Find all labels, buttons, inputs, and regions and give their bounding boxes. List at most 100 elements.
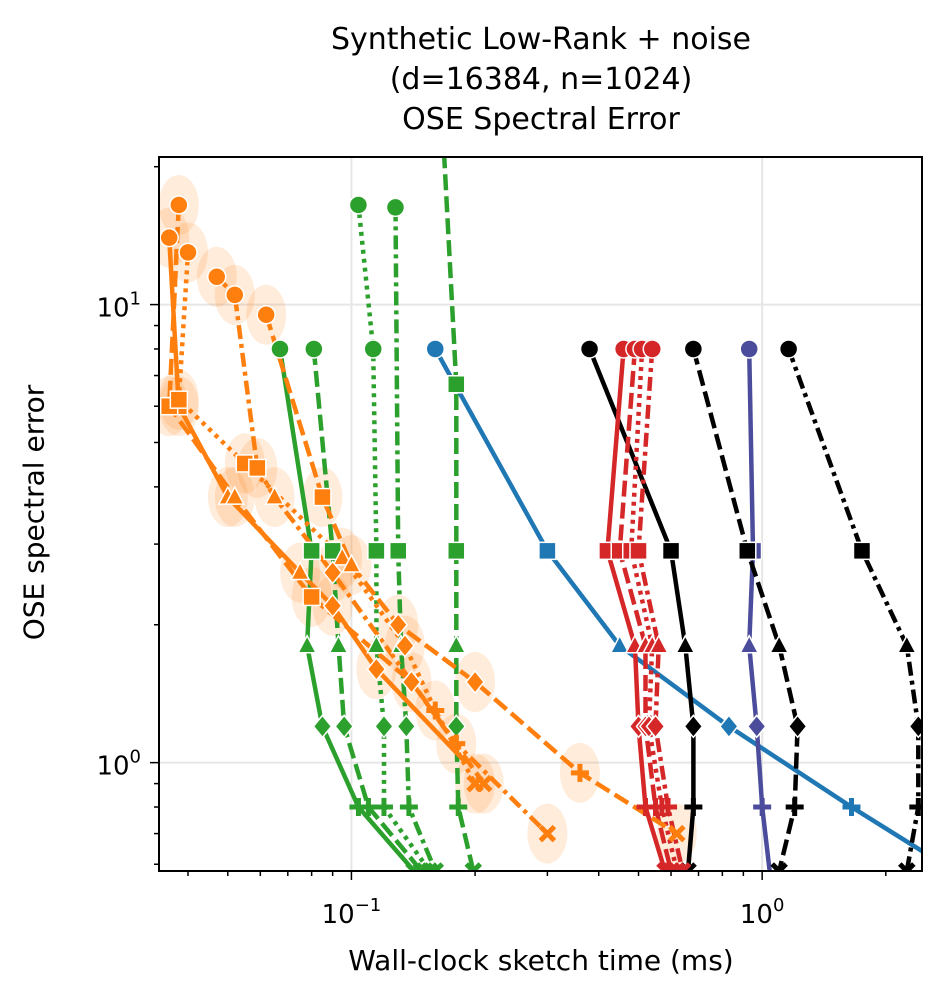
marker-diamond: [322, 560, 343, 585]
marker-diamond: [366, 656, 387, 682]
plot-area: [159, 157, 922, 871]
marker-square: [629, 541, 648, 561]
marker-plus: [659, 798, 678, 817]
marker-diamond: [312, 714, 333, 739]
series-line: [433, 347, 922, 854]
marker-triangle: [446, 634, 467, 654]
marker-x: [770, 862, 788, 871]
marker-square: [538, 541, 557, 561]
marker-x: [426, 862, 445, 871]
marker-circle: [207, 267, 227, 287]
marker-circle: [579, 339, 600, 359]
marker-square: [447, 375, 466, 394]
marker-triangle: [675, 634, 696, 654]
marker-triangle: [264, 485, 285, 505]
marker-circle: [683, 339, 704, 359]
marker-plus: [753, 798, 772, 817]
marker-circle: [642, 339, 662, 359]
series-line: [786, 348, 921, 871]
marker-triangle: [896, 634, 918, 654]
marker-diamond: [683, 714, 704, 739]
series-line: [746, 348, 772, 871]
marker-x: [668, 824, 686, 843]
series-line: [277, 348, 416, 871]
marker-square: [852, 541, 872, 561]
marker-plus: [359, 798, 378, 817]
marker-circle: [778, 339, 799, 359]
y-axis-label: OSE spectral error: [17, 384, 51, 641]
marker-diamond: [746, 714, 767, 739]
marker-diamond: [401, 669, 422, 695]
marker-square: [169, 390, 189, 409]
marker-circle: [739, 339, 759, 359]
marker-diamond: [334, 714, 355, 739]
series-line: [166, 204, 486, 785]
marker-x: [668, 862, 686, 871]
marker-triangle: [328, 634, 349, 654]
chart-title-line-3: OSE Spectral Error: [402, 102, 680, 137]
x-tick-label: 10−1: [322, 895, 382, 930]
marker-circle: [225, 285, 245, 305]
marker-diamond: [908, 714, 922, 739]
marker-plus: [570, 763, 589, 782]
marker-circle: [270, 339, 290, 359]
y-tick-label: 101: [96, 289, 141, 324]
marker-x: [538, 824, 557, 843]
marker-triangle: [768, 634, 790, 654]
series-line: [691, 348, 800, 871]
marker-circle: [256, 305, 276, 325]
marker-plus: [426, 701, 445, 720]
marker-diamond: [718, 714, 739, 739]
marker-plus: [909, 798, 922, 817]
marker-square: [248, 458, 267, 478]
marker-diamond: [394, 633, 415, 658]
y-tick-label: 100: [96, 747, 141, 782]
marker-square: [302, 587, 321, 607]
series-line: [587, 348, 696, 871]
marker-plus: [447, 734, 466, 753]
marker-square: [447, 541, 466, 561]
chart-title-line-2: (d=16384, n=1024): [389, 62, 693, 97]
marker-circle: [178, 242, 198, 263]
marker-plus: [684, 798, 703, 817]
marker-square: [388, 541, 408, 561]
marker-triangle: [738, 634, 760, 654]
marker-x: [466, 774, 484, 793]
marker-plus: [785, 798, 804, 817]
marker-x: [898, 862, 916, 871]
marker-circle: [169, 195, 189, 215]
marker-diamond: [388, 612, 409, 637]
marker-square: [738, 541, 757, 561]
marker-triangle: [366, 634, 387, 654]
marker-triangle: [332, 546, 353, 566]
marker-plus: [449, 798, 468, 817]
marker-x: [464, 862, 483, 871]
marker-x: [673, 862, 692, 871]
marker-square: [367, 541, 386, 561]
marker-plus: [842, 798, 861, 817]
marker-square: [661, 541, 681, 561]
series-line: [617, 348, 674, 871]
marker-diamond: [322, 593, 343, 618]
marker-plus: [374, 798, 393, 817]
marker-plus: [399, 798, 418, 817]
marker-diamond: [787, 714, 808, 739]
marker-x: [420, 862, 439, 871]
marker-circle: [363, 339, 383, 359]
chart-title-line-1: Synthetic Low-Rank + noise: [330, 22, 752, 57]
marker-triangle: [341, 553, 362, 573]
series-line: [605, 348, 668, 871]
series-line: [636, 348, 685, 871]
marker-circle: [304, 339, 324, 359]
marker-diamond: [373, 714, 394, 739]
marker-triangle: [224, 485, 246, 505]
plot-frame: [158, 156, 923, 872]
marker-square: [302, 541, 321, 561]
marker-diamond: [645, 714, 666, 739]
marker-diamond: [465, 669, 486, 695]
marker-circle: [385, 197, 406, 218]
marker-circle: [425, 339, 446, 359]
x-tick-label: 100: [740, 895, 785, 930]
marker-triangle: [289, 560, 311, 581]
series-line: [393, 207, 438, 871]
